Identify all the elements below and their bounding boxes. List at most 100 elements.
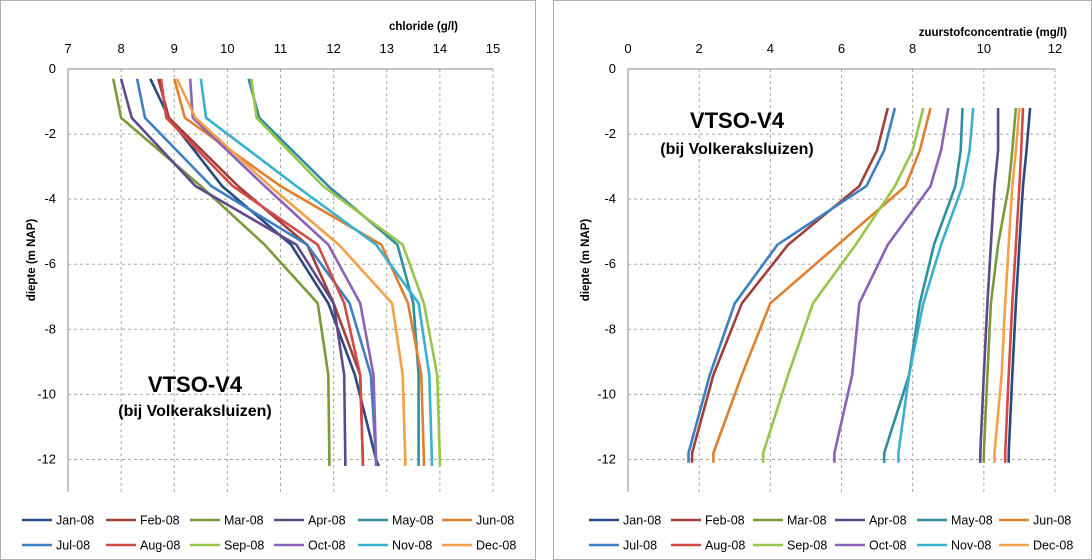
legend-label: Jun-08: [476, 514, 514, 528]
series-line-jul-08: [687, 107, 897, 463]
x-tick-label: 4: [767, 41, 774, 56]
x-tick-label: 11: [274, 41, 288, 56]
legend-item: Oct-08: [835, 539, 907, 553]
legend-label: Oct-08: [869, 539, 907, 553]
series-lines: [111, 78, 442, 467]
legend-label: Dec-08: [476, 539, 516, 553]
x-tick-label: 10: [220, 41, 234, 56]
y-tick-label: -4: [604, 191, 616, 206]
y-tick-label: -6: [604, 256, 616, 271]
series-line-mar-08: [111, 78, 331, 466]
x-tick-label: 10: [977, 41, 991, 56]
series-line-dec-08: [175, 78, 407, 466]
series-line-nov-08: [897, 107, 975, 463]
y-tick-label: -12: [597, 451, 616, 466]
x-tick-label: 14: [433, 41, 447, 56]
series-line-aug-08: [1003, 107, 1025, 463]
legend-item: Dec-08: [442, 539, 516, 553]
y-tick-label: -4: [44, 191, 56, 206]
legend-label: Mar-08: [787, 514, 827, 528]
y-tick-labels: 0 -2 -4 -6 -8 -10 -12: [37, 61, 56, 466]
legend-label: Jun-08: [1033, 514, 1071, 528]
legend-label: Feb-08: [705, 514, 745, 528]
y-tick-label: -10: [37, 386, 56, 401]
legend-item: Sep-08: [190, 539, 264, 553]
series-line-feb-08: [690, 107, 890, 463]
legend-item: Dec-08: [999, 539, 1073, 553]
legend-label: May-08: [951, 514, 993, 528]
annotation-subtitle: (bij Volkeraksluizen): [660, 141, 814, 158]
y-tick-label: 0: [609, 61, 616, 76]
x-tick-label: 13: [380, 41, 394, 56]
x-tick-label: 8: [118, 41, 125, 56]
x-tick-label: 12: [1048, 41, 1062, 56]
y-tick-label: -8: [604, 321, 616, 336]
series-line-apr-08: [978, 108, 1000, 463]
x-axis-title: zuurstofconcentratie (mg/l): [919, 27, 1067, 39]
x-tick-label: 2: [696, 41, 703, 56]
legend-item: Jun-08: [442, 514, 514, 528]
legend-label: Apr-08: [308, 514, 346, 528]
x-tick-label: 0: [624, 41, 631, 56]
x-tick-label: 12: [326, 41, 340, 56]
legend-label: Feb-08: [140, 514, 180, 528]
legend-item: Mar-08: [753, 514, 827, 528]
legend-label: Nov-08: [392, 539, 432, 553]
x-tick-label: 7: [64, 41, 71, 56]
legend-label: Dec-08: [1033, 539, 1073, 553]
chart-border: [0, 0, 536, 560]
series-line-sep-08: [761, 107, 925, 463]
legend-item: Jul-08: [22, 539, 90, 553]
legend-item: Oct-08: [274, 539, 346, 553]
legend-item: May-08: [917, 514, 993, 528]
legend-item: Jan-08: [22, 514, 94, 528]
legend-item: Aug-08: [106, 539, 180, 553]
y-axis-title: diepte (m NAP): [580, 219, 592, 302]
y-tick-label: -6: [44, 256, 56, 271]
series-line-sep-08: [250, 78, 442, 466]
series-line-oct-08: [188, 78, 378, 466]
x-tick-labels: 0 2 4 6 8 10 12: [624, 41, 1062, 56]
legend-item: Aug-08: [671, 539, 745, 553]
legend-item: Jul-08: [589, 539, 657, 553]
legend-label: Nov-08: [951, 539, 991, 553]
legend-item: Feb-08: [106, 514, 180, 528]
legend: Jan-08 Feb-08 Mar-08 Apr-08 May-08 Jun-08 Jul-…: [22, 514, 516, 553]
legend-label: Aug-08: [705, 539, 745, 553]
legend-item: Mar-08: [190, 514, 264, 528]
legend-item: May-08: [358, 514, 434, 528]
legend-label: Jul-08: [623, 539, 657, 553]
x-tick-label: 9: [171, 41, 178, 56]
legend-item: Nov-08: [358, 539, 432, 553]
legend-label: Jan-08: [56, 514, 94, 528]
y-tick-label: -2: [44, 126, 56, 141]
annotation-title: VTSO-V4: [690, 108, 785, 133]
series-line-mar-08: [982, 107, 1018, 463]
y-tick-label: -10: [597, 386, 616, 401]
series-line-dec-08: [993, 107, 1021, 463]
series-line-may-08: [247, 78, 420, 466]
series-line-aug-08: [159, 78, 365, 466]
y-tick-label: -8: [44, 321, 56, 336]
chart-border: [553, 0, 1092, 560]
series-line-may-08: [882, 107, 964, 463]
legend-label: Aug-08: [140, 539, 180, 553]
y-tick-label: -2: [604, 126, 616, 141]
x-tick-label: 6: [838, 41, 845, 56]
legend-label: Jan-08: [623, 514, 661, 528]
series-line-jun-08: [712, 107, 932, 463]
legend: Jan-08 Feb-08 Mar-08 Apr-08 May-08 Jun-08 Jul-…: [589, 514, 1073, 553]
x-tick-label: 15: [486, 41, 500, 56]
y-axis-title: diepte (m NAP): [26, 219, 38, 302]
x-tick-label: 8: [909, 41, 916, 56]
series-line-jan-08: [1007, 107, 1032, 463]
y-tick-labels: 0 -2 -4 -6 -8 -10 -12: [597, 61, 616, 466]
legend-item: Jun-08: [999, 514, 1071, 528]
legend-label: Oct-08: [308, 539, 346, 553]
legend-label: Apr-08: [869, 514, 907, 528]
annotation-subtitle: (bij Volkeraksluizen): [118, 403, 272, 420]
series-line-nov-08: [199, 78, 434, 466]
legend-item: Sep-08: [753, 539, 827, 553]
legend-label: Sep-08: [224, 539, 264, 553]
legend-label: Jul-08: [56, 539, 90, 553]
